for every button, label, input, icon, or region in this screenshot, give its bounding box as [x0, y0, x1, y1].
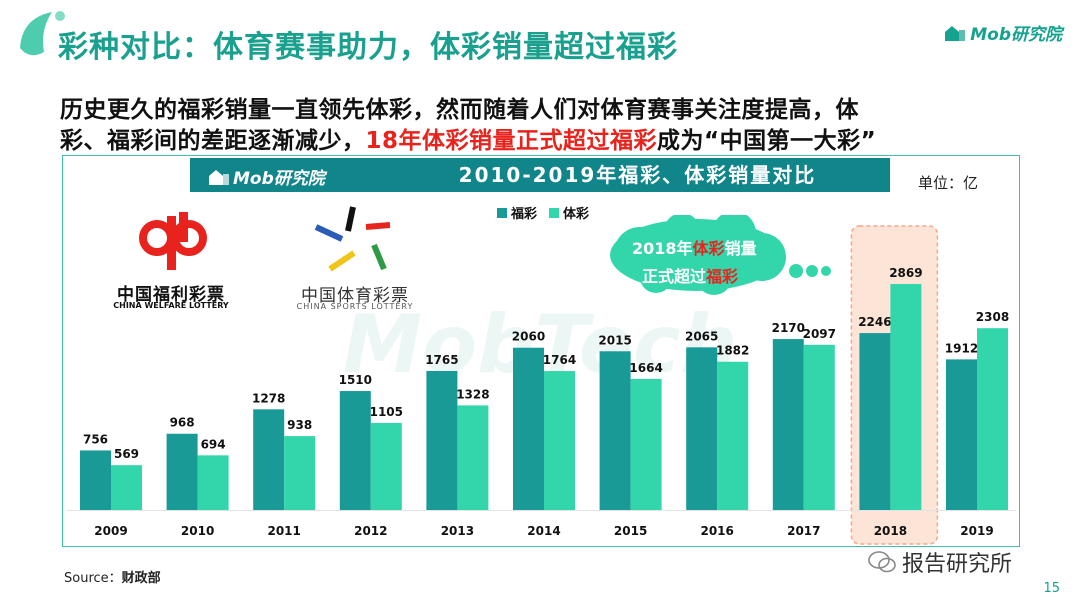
unit-label: 单位：亿: [918, 174, 979, 192]
bar-welfare-2014: [513, 347, 544, 510]
sports-logo-subtext: CHINA SPORTS LOTTERY: [296, 302, 414, 311]
welfare-logo-subtext: CHINA WELFARE LOTTERY: [113, 301, 229, 310]
x-tick-2014: 2014: [527, 524, 560, 538]
corner-decoration: [20, 11, 65, 56]
data-label-sports-2012: 1105: [370, 405, 403, 419]
legend-item-welfare: 福彩: [497, 203, 537, 222]
callout-text-line-1: 2018年体彩销量: [632, 239, 757, 258]
chart-banner: Mob研究院 2010-2019年福彩、体彩销量对比: [190, 158, 890, 192]
bar-welfare-2009: [80, 450, 111, 510]
callout-text-line-2: 正式超过福彩: [642, 267, 739, 286]
welfare-lottery-logo: 中国福利彩票 CHINA WELFARE LOTTERY: [103, 212, 239, 312]
data-label-welfare-2017: 2170: [772, 321, 805, 335]
cloud-shape: [610, 215, 831, 295]
chart-legend: 福彩 体彩: [497, 203, 589, 222]
page-number: 15: [1043, 581, 1060, 596]
brand-name: Mob研究院: [970, 25, 1062, 45]
data-label-sports-2009: 569: [114, 447, 139, 461]
mob-logo-icon: [209, 169, 229, 185]
page-title: 彩种对比：体育赛事助力，体彩销量超过福彩: [58, 30, 678, 65]
bar-welfare-2012: [339, 391, 371, 510]
bar-sports-2014: [544, 371, 575, 510]
data-label-sports-2011: 938: [287, 418, 312, 432]
bar-welfare-2018: [859, 333, 891, 510]
data-label-welfare-2009: 756: [83, 432, 108, 446]
bar-sports-2011: [284, 436, 316, 510]
x-tick-2012: 2012: [354, 524, 387, 538]
x-tick-2010: 2010: [181, 524, 214, 538]
x-tick-2017: 2017: [787, 524, 820, 538]
data-label-sports-2019: 2308: [976, 310, 1009, 324]
data-label-welfare-2011: 1278: [252, 391, 285, 405]
chart-panel: [62, 155, 1020, 547]
data-label-sports-2015: 1664: [629, 361, 662, 375]
subtitle-line-1: 历史更久的福彩销量一直领先体彩，然而随着人们对体育赛事关注度提高，体: [60, 97, 859, 123]
bar-sports-2017: [803, 344, 835, 510]
data-label-sports-2016: 1882: [716, 344, 749, 358]
x-tick-2019: 2019: [960, 524, 993, 538]
data-label-welfare-2019: 1912: [945, 341, 978, 355]
mob-logo-icon: [945, 25, 966, 41]
bar-welfare-2013: [426, 370, 458, 510]
x-tick-2018: 2018: [874, 524, 907, 538]
data-label-sports-2010: 694: [201, 437, 226, 451]
data-label-welfare-2012: 1510: [339, 373, 372, 387]
data-label-welfare-2015: 2015: [598, 333, 631, 347]
bar-sports-2012: [370, 422, 402, 510]
source-note: Source：财政部: [64, 571, 161, 586]
bar-sports-2018: [890, 284, 922, 510]
wechat-icon: [868, 551, 896, 573]
bar-sports-2010: [197, 455, 229, 510]
x-tick-2015: 2015: [614, 524, 647, 538]
x-tick-2009: 2009: [94, 524, 127, 538]
data-label-sports-2013: 1328: [456, 387, 489, 401]
bar-sports-2019: [977, 328, 1008, 510]
data-label-sports-2017: 2097: [803, 327, 836, 341]
wechat-watermark: 报告研究所: [868, 546, 1012, 578]
data-label-welfare-2010: 968: [170, 416, 195, 430]
sports-lottery-logo: 中国体育彩票 CHINA SPORTS LOTTERY: [290, 205, 420, 315]
bar-welfare-2010: [166, 433, 198, 510]
bar-welfare-2019: [946, 359, 977, 510]
sports-lottery-star-icon: [314, 206, 391, 272]
bar-welfare-2016: [686, 347, 718, 510]
x-tick-2011: 2011: [267, 524, 300, 538]
bar-welfare-2017: [772, 339, 804, 510]
chart-title: 2010-2019年福彩、体彩销量对比: [458, 163, 817, 187]
callout-bubble: 2018年体彩销量 正式超过福彩: [604, 215, 840, 295]
brand-logo: Mob研究院: [944, 20, 1062, 45]
x-tick-2013: 2013: [441, 524, 474, 538]
x-tick-2016: 2016: [700, 524, 733, 538]
bar-sports-2015: [630, 378, 662, 510]
legend-item-sports: 体彩: [549, 203, 589, 222]
bar-welfare-2015: [599, 351, 631, 510]
data-label-sports-2014: 1764: [543, 353, 576, 367]
subtitle-line-2: 彩、福彩间的差距逐渐减少，18年体彩销量正式超过福彩成为“中国第一大彩”: [60, 128, 877, 154]
data-label-welfare-2018: 2246: [858, 315, 891, 329]
sports-logo-text: 中国体育彩票: [301, 286, 409, 306]
data-label-welfare-2013: 1765: [425, 353, 458, 367]
data-label-welfare-2016: 2065: [685, 329, 718, 343]
welfare-lottery-emblem-icon: [139, 212, 207, 270]
data-label-welfare-2014: 2060: [512, 330, 545, 344]
data-label-sports-2018: 2869: [889, 266, 922, 280]
bar-sports-2009: [111, 465, 142, 510]
bar-sports-2013: [457, 405, 489, 510]
bar-sports-2016: [717, 361, 749, 510]
welfare-logo-text: 中国福利彩票: [117, 285, 225, 305]
banner-logo: Mob研究院: [208, 164, 325, 189]
bar-welfare-2011: [253, 409, 285, 510]
